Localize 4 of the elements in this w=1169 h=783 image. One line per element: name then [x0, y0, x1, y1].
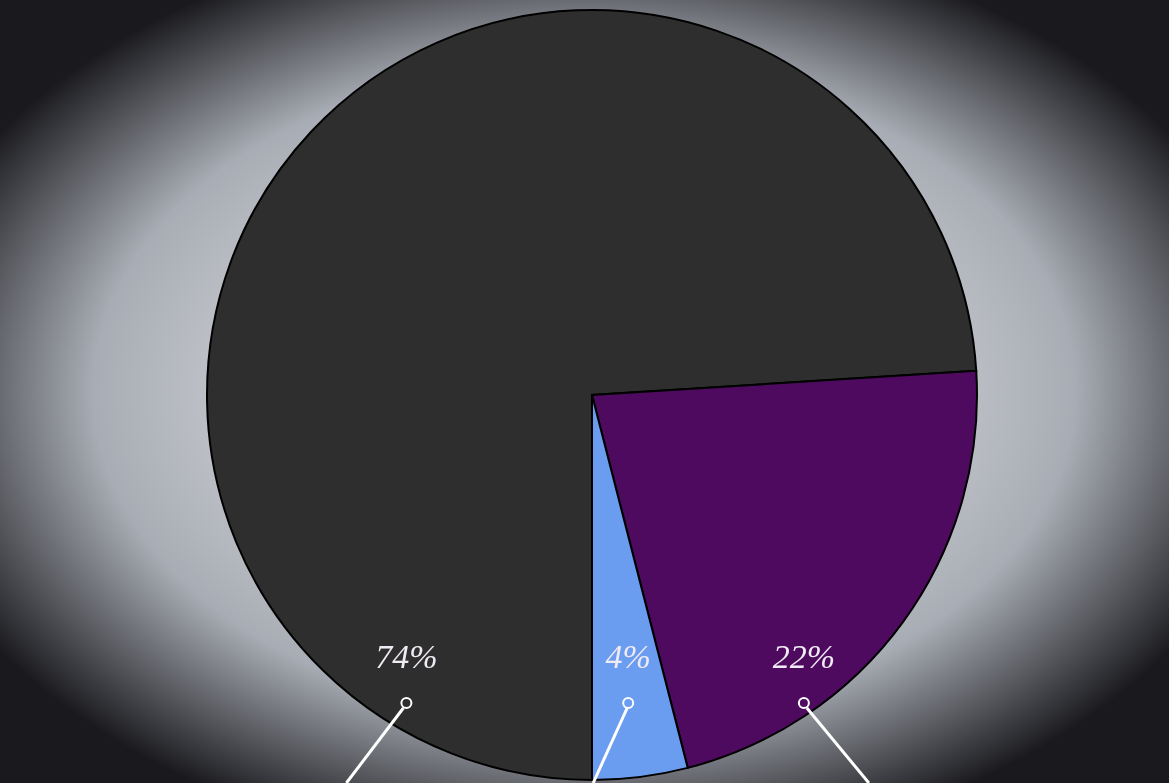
pie-slice — [206, 9, 978, 781]
data-label: 4% — [605, 638, 651, 676]
data-label: 74% — [375, 638, 438, 676]
data-label: 22% — [772, 638, 836, 676]
